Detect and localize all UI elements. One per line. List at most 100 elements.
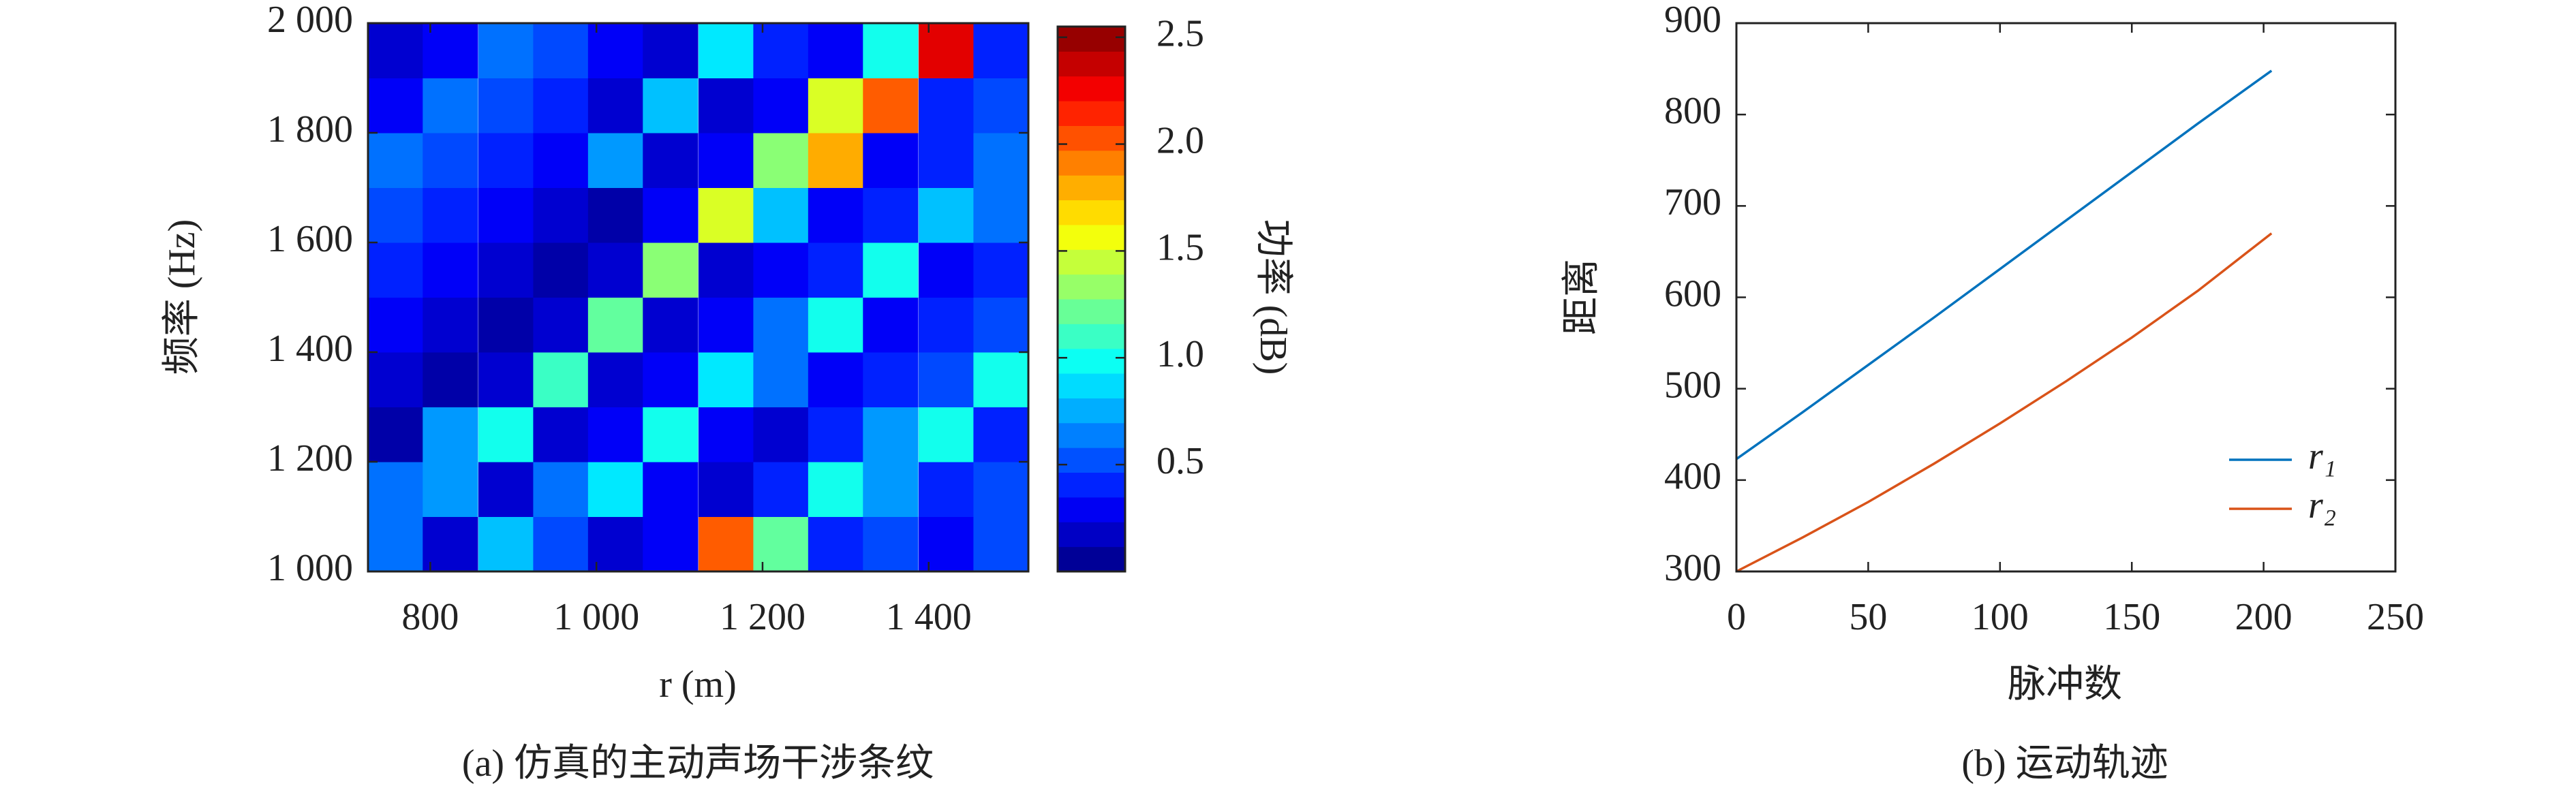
heat-cell (533, 242, 589, 298)
heat-cell (533, 78, 589, 134)
heat-cell (808, 187, 864, 243)
heat-cell (753, 242, 809, 298)
plot-frame (367, 22, 1030, 573)
colorbar-step (1058, 200, 1125, 225)
colorbar-step (1058, 324, 1125, 349)
heat-cell (863, 78, 919, 134)
heat-cell (643, 462, 699, 517)
colorbar-step (1058, 546, 1125, 572)
colorbar-step (1058, 51, 1125, 77)
heat-cell (973, 187, 1029, 243)
x-tick-label: 150 (2103, 596, 2160, 638)
colorbar-step (1058, 27, 1125, 52)
y-tick-label: 1 800 (267, 108, 353, 151)
heat-cell (478, 78, 534, 134)
heat-cell (918, 462, 975, 517)
x-axis-label: 脉冲数 (2008, 663, 2122, 706)
heat-cell (533, 516, 589, 572)
heat-cell (698, 78, 754, 134)
heat-cell (367, 23, 424, 78)
heat-cell (478, 133, 534, 188)
colorbar-step (1058, 472, 1125, 498)
heat-cell (478, 352, 534, 407)
colorbar-step (1058, 497, 1125, 522)
heat-cell (643, 352, 699, 407)
heat-cell (643, 133, 699, 188)
heat-cell (973, 516, 1029, 572)
heat-cell (423, 78, 478, 134)
heat-cell (973, 462, 1029, 517)
heat-cell (423, 187, 478, 243)
heat-cell (808, 462, 864, 517)
y-tick-label: 300 (1664, 547, 1721, 589)
caption: (a) 仿真的主动声场干涉条纹 (462, 742, 934, 785)
y-axis-label: 频率 (Hz) (161, 219, 203, 375)
heat-cell (863, 297, 919, 353)
heat-cell (918, 242, 975, 298)
heat-cell (367, 352, 424, 407)
colorbar-label: 功率 (dB) (1252, 219, 1294, 375)
series-line (1735, 69, 2273, 460)
heat-cell (863, 242, 919, 298)
heat-cell (423, 242, 478, 298)
heat-cell (808, 78, 864, 134)
heat-cell (587, 133, 644, 188)
heat-cell (918, 297, 975, 353)
heat-cell (533, 297, 589, 353)
heat-cell (863, 23, 919, 78)
heat-cell (698, 462, 754, 517)
heat-cell (808, 407, 864, 462)
heat-cell (863, 133, 919, 188)
heat-cell (918, 352, 975, 407)
heat-cell (753, 78, 809, 134)
y-tick-label: 1 000 (267, 547, 353, 589)
colorbar-step (1058, 249, 1125, 275)
heat-cell (698, 242, 754, 298)
heat-cell (863, 516, 919, 572)
heat-cell (698, 133, 754, 188)
heat-cell (698, 407, 754, 462)
heat-cell (698, 516, 754, 572)
y-tick-label: 500 (1664, 364, 1721, 407)
heat-cell (587, 407, 644, 462)
heat-cell (423, 352, 478, 407)
heat-cell (643, 187, 699, 243)
x-tick-label: 800 (401, 596, 459, 638)
heat-cell (478, 187, 534, 243)
series-line (1736, 232, 2273, 573)
colorbar-step (1058, 373, 1125, 398)
heat-cell (643, 297, 699, 353)
heat-cell (753, 187, 809, 243)
heat-cell (367, 133, 424, 188)
heat-cell (533, 352, 589, 407)
x-tick-label: 200 (2235, 596, 2293, 638)
heat-cell (587, 242, 644, 298)
legend-label: r₂ (2308, 484, 2336, 527)
colorbar-step (1058, 274, 1125, 300)
caption: (b) 运动轨迹 (1961, 742, 2168, 785)
heat-cell (478, 407, 534, 462)
heat-cell (643, 242, 699, 298)
heat-cell (973, 407, 1029, 462)
heat-cell (808, 516, 864, 572)
heat-cell (533, 462, 589, 517)
heat-cell (423, 407, 478, 462)
heat-cell (367, 78, 424, 134)
heat-cell (643, 407, 699, 462)
heat-cell (587, 297, 644, 353)
colorbar-step (1058, 150, 1125, 176)
heat-cell (918, 187, 975, 243)
colorbar-tick-label: 2.5 (1156, 13, 1204, 55)
y-tick-label: 1 200 (267, 437, 353, 480)
colorbar-step (1058, 447, 1125, 473)
y-tick-label: 2 000 (267, 0, 353, 41)
y-tick-label: 600 (1664, 272, 1721, 315)
heat-cell (918, 23, 975, 78)
heat-cell (918, 133, 975, 188)
colorbar-step (1058, 299, 1125, 324)
colorbar-tick-label: 2.0 (1156, 119, 1204, 161)
heat-cell (753, 133, 809, 188)
y-tick-label: 800 (1664, 90, 1721, 132)
heat-cell (533, 187, 589, 243)
